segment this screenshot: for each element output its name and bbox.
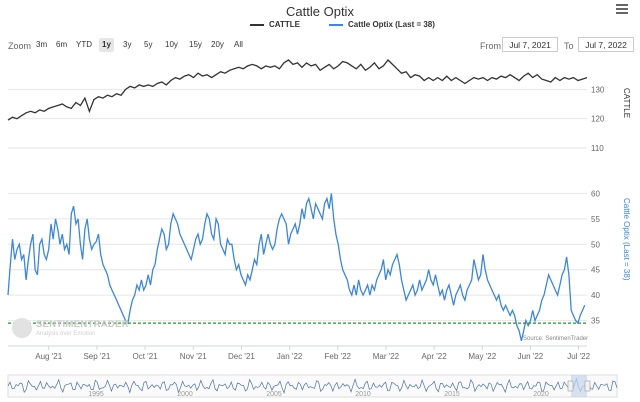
- sentimentrader-logo-icon: [12, 318, 32, 338]
- watermark-name: SENTIMENTRADER: [36, 319, 129, 330]
- x-tick-label: Sep '21: [83, 352, 110, 361]
- cattle-series-line: [7, 59, 588, 121]
- zoom-1y-button[interactable]: 1y: [99, 38, 114, 52]
- legend-optix-label: Cattle Optix (Last = 38): [348, 20, 435, 29]
- zoom-15y-button[interactable]: 15y: [189, 40, 202, 49]
- x-tick-label: May '22: [468, 352, 496, 361]
- navigator-tick-label: 1995: [88, 391, 104, 398]
- x-tick-label: Mar '22: [373, 352, 400, 361]
- optix-tick-label: 45: [591, 266, 600, 275]
- zoom-ytd-button[interactable]: YTD: [76, 40, 92, 49]
- x-axis-ticks: Aug '21 Sep '21 Oct '21 Nov '21 Dec '21 Jan '…: [35, 346, 591, 361]
- x-tick-label: Jun '22: [518, 352, 544, 361]
- legend-cattle[interactable]: CATTLE: [250, 20, 300, 29]
- from-date-input[interactable]: Jul 7, 2021: [502, 37, 558, 52]
- zoom-20y-button[interactable]: 20y: [211, 40, 224, 49]
- optix-tick-label: 40: [591, 291, 600, 300]
- x-tick-label: Aug '21: [35, 352, 62, 361]
- legend-cattle-label: CATTLE: [269, 20, 300, 29]
- optix-tick-label: 55: [591, 215, 600, 224]
- watermark-tagline: Analysis over Emotion: [36, 331, 96, 337]
- zoom-5y-button[interactable]: 5y: [144, 40, 153, 49]
- navigator-selection[interactable]: [571, 375, 587, 397]
- x-tick-label: Nov '21: [180, 352, 207, 361]
- optix-series-line: [7, 193, 586, 342]
- cattle-tick-label: 120: [591, 115, 605, 124]
- cattle-axis-label: CATTLE: [622, 88, 631, 118]
- zoom-3m-button[interactable]: 3m: [36, 40, 48, 49]
- zoom-10y-button[interactable]: 10y: [165, 40, 178, 49]
- zoom-all-button[interactable]: All: [234, 40, 243, 49]
- navigator-handle-right[interactable]: [584, 380, 591, 392]
- x-tick-label: Jan '22: [277, 352, 303, 361]
- navigator-tick-label: 2005: [266, 391, 282, 398]
- optix-axis-label: Cattle Optix (Last = 38): [622, 198, 631, 281]
- navigator-tick-label: 2015: [444, 391, 460, 398]
- to-label: To: [564, 41, 574, 51]
- x-tick-label: Apr '22: [422, 352, 448, 361]
- y-axis-ticks: 110 120 130 35 40 45 50 55 60: [591, 85, 605, 325]
- grid-lines: [8, 88, 587, 347]
- navigator-tick-label: 2000: [177, 391, 193, 398]
- navigator-handle-left[interactable]: [567, 380, 574, 392]
- legend-cattle-swatch: [250, 23, 264, 26]
- legend-optix-swatch: [329, 23, 343, 26]
- legend-optix[interactable]: Cattle Optix (Last = 38): [329, 20, 435, 29]
- cattle-tick-label: 130: [591, 85, 605, 94]
- navigator-tick-label: 2010: [355, 391, 371, 398]
- optix-tick-label: 50: [591, 240, 600, 249]
- navigator[interactable]: 1995 2000 2005 2010 2015 2020: [7, 374, 618, 398]
- hamburger-menu-icon[interactable]: [616, 4, 628, 14]
- series-lines: [7, 59, 588, 342]
- source-credit: Source: SentimenTrader: [523, 336, 589, 342]
- zoom-label: Zoom: [8, 41, 32, 51]
- to-date-input[interactable]: Jul 7, 2022: [578, 37, 634, 52]
- x-tick-label: Feb '22: [325, 352, 352, 361]
- zoom-6m-button[interactable]: 6m: [56, 40, 68, 49]
- optix-tick-label: 35: [591, 317, 600, 326]
- x-tick-label: Dec '21: [228, 352, 255, 361]
- navigator-tick-label: 2020: [533, 391, 549, 398]
- from-label: From: [480, 41, 501, 51]
- cattle-tick-label: 110: [591, 144, 604, 153]
- zoom-3y-button[interactable]: 3y: [123, 40, 132, 49]
- x-tick-label: Jul '22: [567, 352, 590, 361]
- navigator-series: [7, 377, 618, 395]
- x-tick-label: Oct '21: [133, 352, 159, 361]
- chart-title: Cattle Optix: [286, 4, 354, 19]
- optix-tick-label: 60: [591, 189, 600, 198]
